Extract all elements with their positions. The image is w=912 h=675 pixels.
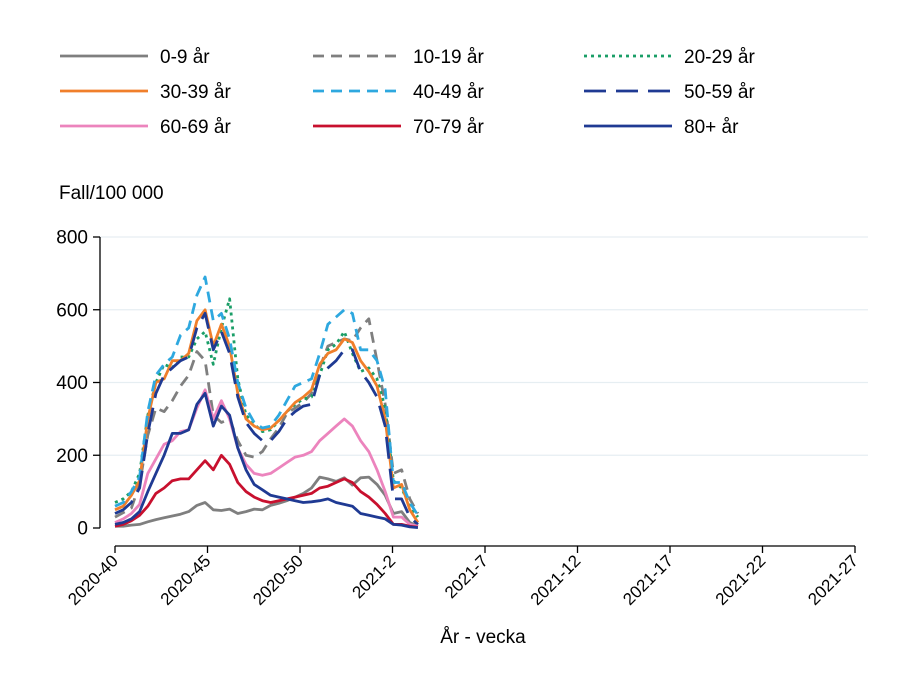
series-lines (114, 275, 420, 529)
y-tick-label: 600 (56, 300, 88, 321)
y-tick-label: 800 (56, 228, 88, 249)
legend-label: 10-19 år (413, 47, 484, 68)
x-tick-label: 2020-50 (249, 551, 307, 609)
legend: 0-9 år 10-19 år 20-29 år 30-39 år 40-49 år 50… (60, 47, 755, 138)
legend-label: 40-49 år (413, 82, 484, 103)
series-line (114, 391, 419, 529)
series-line (114, 317, 420, 519)
x-tick-label: 2021-2 (348, 551, 399, 602)
x-tick-label: 2020-45 (157, 551, 215, 609)
x-tick-label: 2020-40 (64, 551, 122, 609)
series-line (114, 311, 419, 526)
y-axis: 0 200 400 600 800 (56, 228, 101, 540)
x-tick-label: 2021-17 (619, 551, 677, 609)
series-line (114, 275, 420, 517)
y-tick-label: 0 (77, 519, 88, 540)
y-tick-label: 200 (56, 446, 88, 467)
series-line (114, 453, 419, 529)
y-tick-label: 400 (56, 373, 88, 394)
legend-label: 50-59 år (684, 82, 755, 103)
legend-label: 20-29 år (684, 47, 755, 68)
legend-label: 60-69 år (160, 117, 231, 138)
series-line (114, 308, 420, 524)
x-tick-label: 2021-27 (804, 551, 862, 609)
legend-label: 0-9 år (160, 47, 210, 68)
legend-label: 80+ år (684, 117, 739, 138)
gridlines (100, 236, 868, 456)
x-tick-label: 2021-12 (527, 551, 585, 609)
series-line (115, 475, 419, 528)
series-line (114, 388, 419, 528)
x-tick-label: 2021-7 (441, 551, 492, 602)
legend-label: 30-39 år (160, 82, 231, 103)
x-tick-label: 2021-22 (712, 551, 770, 609)
legend-label: 70-79 år (413, 117, 484, 138)
series-line (114, 297, 420, 518)
x-axis-label: År - vecka (440, 627, 526, 648)
y-axis-label: Fall/100 000 (59, 183, 164, 204)
x-axis: 2020-40 2020-45 2020-50 2021-2 2021-7 2021-12… (64, 545, 862, 609)
